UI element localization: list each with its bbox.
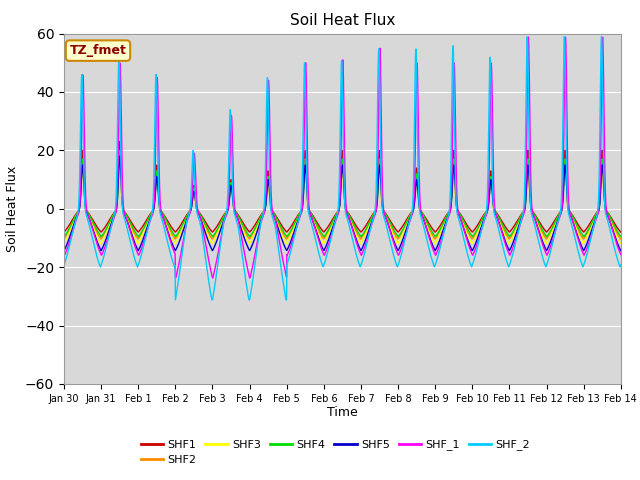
SHF1 [584,225,591,230]
SHF3 [617,240,625,246]
SHF_1 [568,216,576,222]
SHF_2 [568,222,575,228]
SHF_1 [60,252,68,257]
SHF5 [371,211,379,217]
SHF2 [116,147,124,153]
SHF4 [617,234,625,240]
SHF3 [568,216,576,221]
Line: SHF2: SHF2 [64,150,621,239]
SHF5 [359,244,367,250]
Line: SHF3: SHF3 [64,156,621,244]
SHF2 [617,236,625,242]
SHF1 [60,229,68,235]
SHF2 [216,222,223,228]
SHF5 [568,216,575,221]
SHF5 [504,246,512,252]
SHF3 [505,240,513,246]
SHF_2 [60,262,68,268]
SHF4 [359,232,367,238]
Text: TZ_fmet: TZ_fmet [70,44,127,57]
SHF5 [116,154,124,159]
SHF2 [568,214,576,220]
SHF_1 [246,275,253,281]
SHF1 [617,229,625,235]
SHF_1 [216,244,223,250]
Line: SHF_1: SHF_1 [64,37,621,278]
SHF3 [371,209,379,215]
SHF_1 [584,244,591,250]
SHF2 [359,233,367,239]
SHF_1 [617,252,625,257]
SHF4 [371,210,379,216]
SHF_2 [584,250,591,256]
SHF_2 [371,210,379,216]
Line: SHF_2: SHF_2 [64,36,621,300]
SHF_2 [359,257,367,263]
Line: SHF5: SHF5 [64,156,621,251]
SHF3 [60,240,68,246]
SHF3 [584,233,591,239]
SHF4 [216,222,223,228]
Title: Soil Heat Flux: Soil Heat Flux [290,13,395,28]
SHF4 [60,234,68,240]
SHF1 [504,228,512,234]
Line: SHF4: SHF4 [64,151,621,237]
Line: SHF1: SHF1 [64,142,621,232]
X-axis label: Time: Time [327,407,358,420]
SHF2 [209,236,216,242]
SHF2 [60,236,68,242]
SHF_2 [598,34,605,39]
SHF5 [584,240,591,246]
SHF5 [617,248,625,253]
SHF_2 [283,297,291,303]
SHF2 [505,235,513,241]
SHF1 [116,139,124,144]
SHF4 [568,213,576,218]
SHF1 [568,211,575,217]
SHF1 [359,228,367,233]
Legend: SHF1, SHF2, SHF3, SHF4, SHF5, SHF_1, SHF_2: SHF1, SHF2, SHF3, SHF4, SHF5, SHF_1, SHF… [136,435,534,469]
SHF_1 [525,34,532,40]
SHF4 [505,232,513,238]
SHF_2 [617,262,625,268]
SHF2 [371,209,379,215]
SHF3 [359,237,367,242]
SHF3 [115,154,123,159]
SHF_1 [371,213,379,218]
SHF1 [371,209,379,215]
SHF3 [216,225,223,231]
SHF3 [356,241,364,247]
SHF_1 [359,250,367,255]
SHF4 [116,148,124,154]
SHF5 [60,248,68,253]
SHF_2 [504,263,512,269]
Y-axis label: Soil Heat Flux: Soil Heat Flux [6,166,19,252]
SHF2 [584,229,591,235]
SHF1 [216,219,223,225]
SHF4 [468,234,476,240]
SHF5 [216,230,223,236]
SHF_1 [504,249,512,255]
SHF_2 [216,251,223,257]
SHF4 [584,228,591,234]
